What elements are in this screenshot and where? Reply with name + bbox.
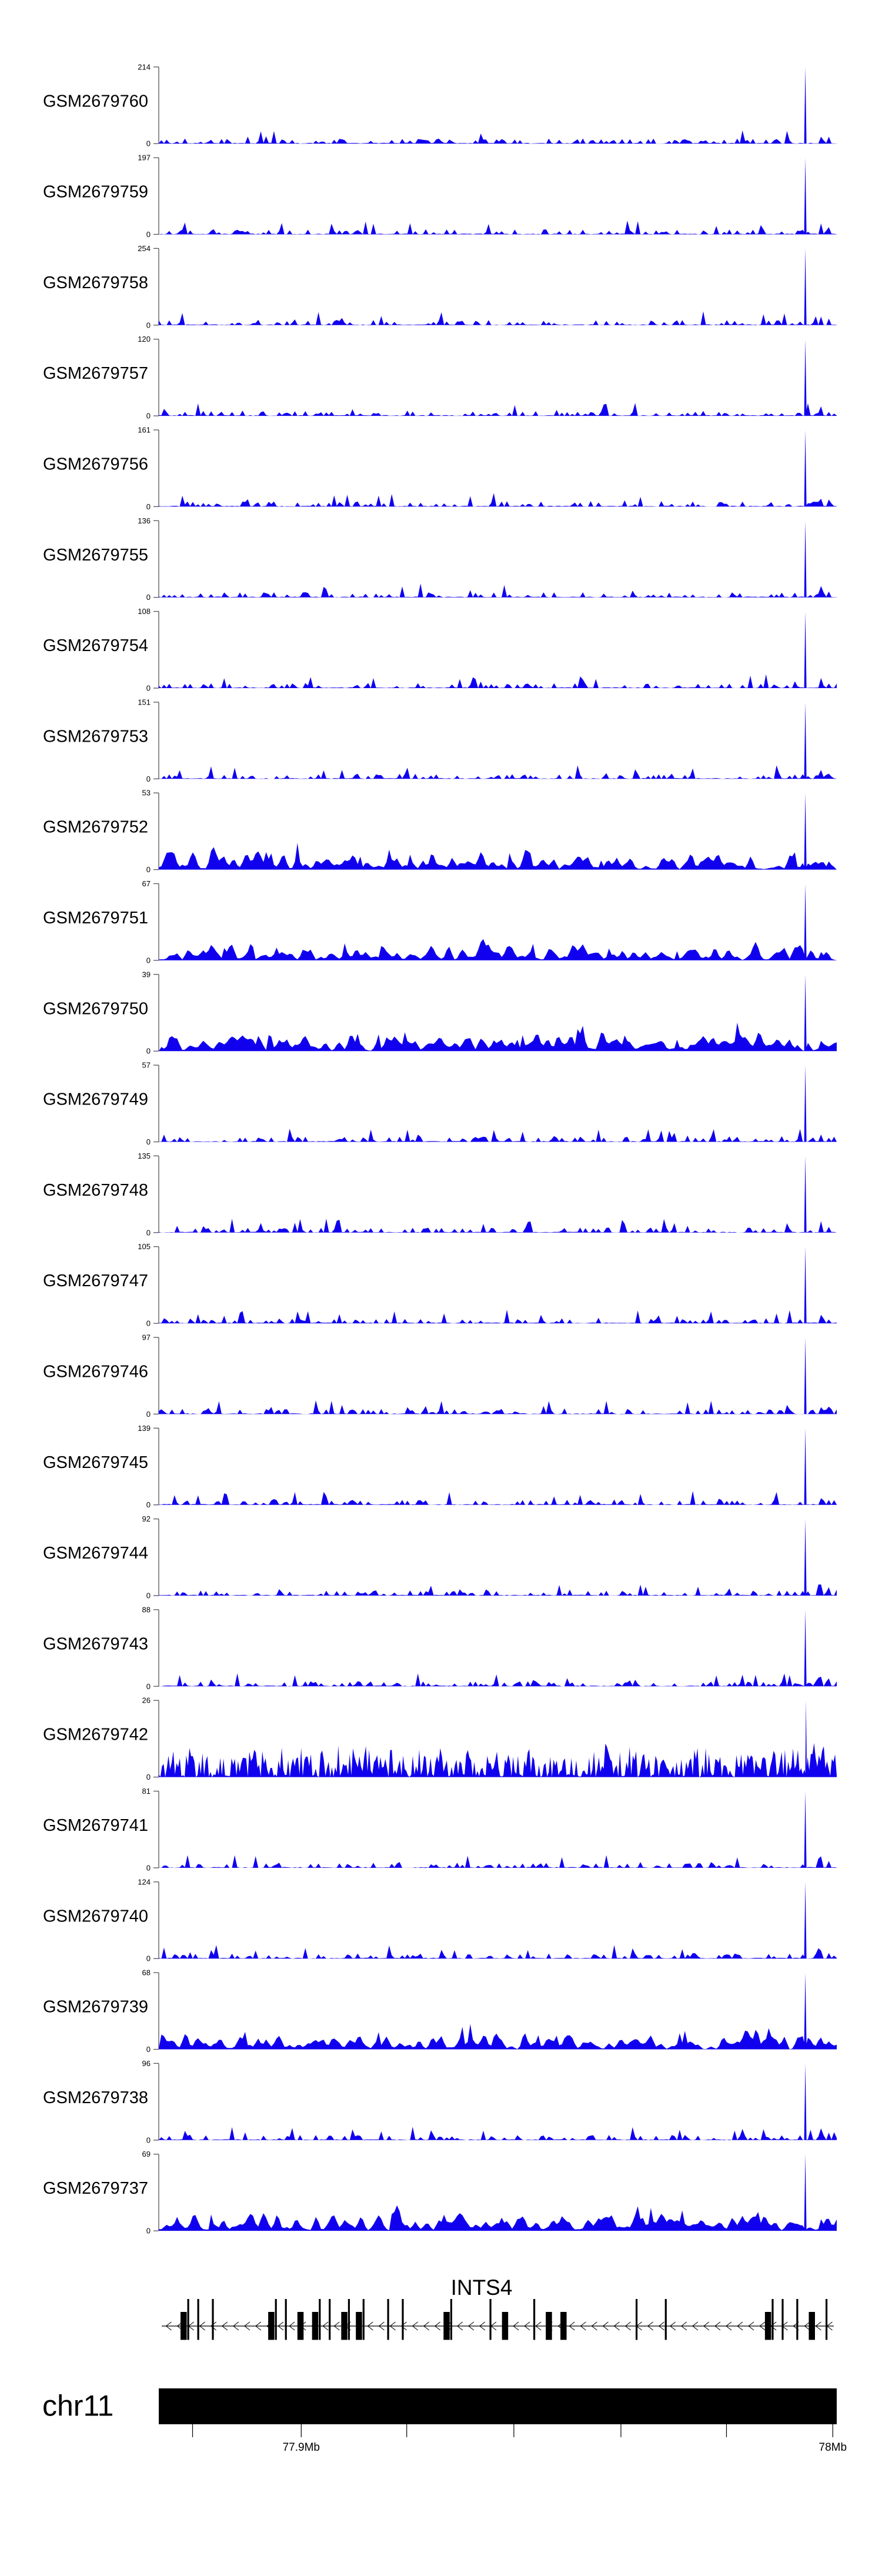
svg-text:GSM2679743: GSM2679743 bbox=[43, 1634, 148, 1653]
svg-text:0: 0 bbox=[146, 1228, 151, 1237]
svg-text:0: 0 bbox=[146, 1500, 151, 1509]
svg-text:GSM2679747: GSM2679747 bbox=[43, 1272, 148, 1290]
svg-text:0: 0 bbox=[146, 775, 151, 783]
svg-text:0: 0 bbox=[146, 593, 151, 602]
svg-text:chr11: chr11 bbox=[42, 2390, 113, 2422]
svg-text:108: 108 bbox=[138, 607, 151, 616]
svg-text:0: 0 bbox=[146, 684, 151, 693]
svg-text:26: 26 bbox=[142, 1696, 151, 1705]
svg-text:0: 0 bbox=[146, 321, 151, 329]
svg-text:0: 0 bbox=[146, 1319, 151, 1328]
svg-text:GSM2679741: GSM2679741 bbox=[43, 1816, 148, 1835]
svg-text:78Mb: 78Mb bbox=[819, 2441, 847, 2454]
svg-text:GSM2679760: GSM2679760 bbox=[43, 92, 148, 111]
svg-text:GSM2679757: GSM2679757 bbox=[43, 364, 148, 383]
svg-text:161: 161 bbox=[138, 426, 151, 435]
svg-text:124: 124 bbox=[138, 1877, 151, 1886]
svg-text:GSM2679746: GSM2679746 bbox=[43, 1363, 148, 1382]
svg-text:GSM2679748: GSM2679748 bbox=[43, 1181, 148, 1200]
svg-text:GSM2679738: GSM2679738 bbox=[43, 2088, 148, 2107]
svg-text:0: 0 bbox=[146, 1863, 151, 1872]
svg-text:GSM2679751: GSM2679751 bbox=[43, 909, 148, 927]
svg-text:0: 0 bbox=[146, 1137, 151, 1146]
svg-text:254: 254 bbox=[138, 244, 151, 253]
svg-text:0: 0 bbox=[146, 1954, 151, 1963]
svg-text:GSM2679754: GSM2679754 bbox=[43, 636, 148, 655]
svg-text:0: 0 bbox=[146, 2227, 151, 2235]
svg-text:GSM2679749: GSM2679749 bbox=[43, 1090, 148, 1109]
svg-text:67: 67 bbox=[142, 879, 151, 888]
svg-text:GSM2679745: GSM2679745 bbox=[43, 1453, 148, 1472]
svg-text:0: 0 bbox=[146, 1047, 151, 1056]
svg-text:0: 0 bbox=[146, 1773, 151, 1781]
svg-text:136: 136 bbox=[138, 516, 151, 525]
svg-text:GSM2679740: GSM2679740 bbox=[43, 1907, 148, 1926]
svg-text:0: 0 bbox=[146, 139, 151, 148]
svg-text:0: 0 bbox=[146, 2045, 151, 2054]
svg-text:0: 0 bbox=[146, 1410, 151, 1419]
svg-text:0: 0 bbox=[146, 865, 151, 874]
svg-text:GSM2679737: GSM2679737 bbox=[43, 2179, 148, 2198]
svg-text:0: 0 bbox=[146, 1682, 151, 1691]
svg-text:GSM2679759: GSM2679759 bbox=[43, 183, 148, 202]
svg-text:GSM2679755: GSM2679755 bbox=[43, 546, 148, 565]
svg-text:GSM2679753: GSM2679753 bbox=[43, 727, 148, 746]
svg-text:57: 57 bbox=[142, 1061, 151, 1070]
svg-text:0: 0 bbox=[146, 956, 151, 965]
svg-text:GSM2679756: GSM2679756 bbox=[43, 455, 148, 474]
svg-text:197: 197 bbox=[138, 154, 151, 162]
svg-text:214: 214 bbox=[138, 62, 151, 71]
svg-text:151: 151 bbox=[138, 698, 151, 706]
svg-text:120: 120 bbox=[138, 335, 151, 343]
svg-text:77.9Mb: 77.9Mb bbox=[283, 2441, 320, 2454]
svg-text:GSM2679752: GSM2679752 bbox=[43, 818, 148, 837]
svg-text:81: 81 bbox=[142, 1787, 151, 1796]
svg-text:53: 53 bbox=[142, 789, 151, 798]
svg-text:GSM2679758: GSM2679758 bbox=[43, 273, 148, 292]
svg-text:88: 88 bbox=[142, 1605, 151, 1614]
svg-text:135: 135 bbox=[138, 1152, 151, 1160]
svg-text:INTS4: INTS4 bbox=[451, 2275, 513, 2300]
svg-text:105: 105 bbox=[138, 1242, 151, 1251]
svg-text:GSM2679744: GSM2679744 bbox=[43, 1544, 148, 1563]
svg-text:0: 0 bbox=[146, 412, 151, 421]
svg-text:92: 92 bbox=[142, 1514, 151, 1523]
svg-text:0: 0 bbox=[146, 502, 151, 511]
svg-text:139: 139 bbox=[138, 1424, 151, 1433]
svg-text:69: 69 bbox=[142, 2150, 151, 2158]
svg-text:96: 96 bbox=[142, 2059, 151, 2068]
svg-text:GSM2679742: GSM2679742 bbox=[43, 1726, 148, 1744]
svg-text:GSM2679739: GSM2679739 bbox=[43, 1998, 148, 2017]
svg-text:0: 0 bbox=[146, 2135, 151, 2144]
svg-text:39: 39 bbox=[142, 970, 151, 979]
svg-text:68: 68 bbox=[142, 1968, 151, 1977]
svg-text:0: 0 bbox=[146, 230, 151, 239]
svg-text:97: 97 bbox=[142, 1333, 151, 1342]
svg-text:0: 0 bbox=[146, 1591, 151, 1600]
svg-text:GSM2679750: GSM2679750 bbox=[43, 999, 148, 1018]
